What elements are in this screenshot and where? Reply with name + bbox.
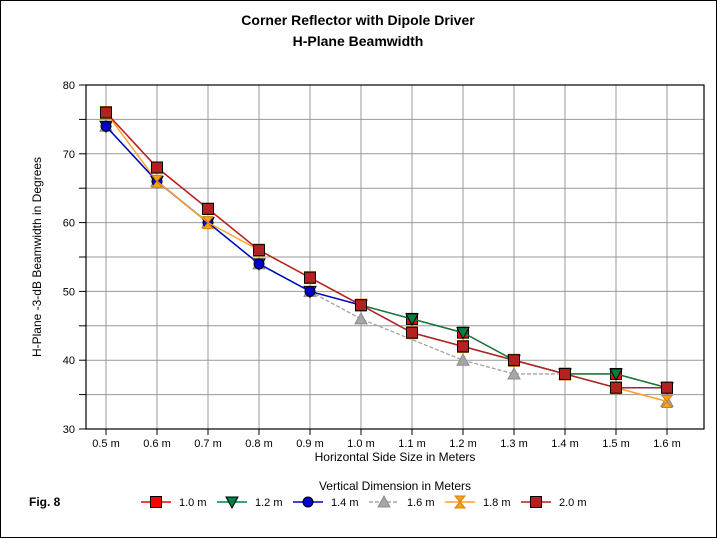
legend-label: 2.0 m [559, 497, 587, 509]
legend-item-1.2m: 1.2 m [217, 496, 283, 510]
marker-legend-1.6m [377, 494, 391, 508]
marker-2.0m [457, 340, 469, 353]
x-tick-label: 1.0 m [347, 438, 375, 450]
marker-1.6m [507, 366, 521, 380]
y-tick-label: 60 [63, 218, 75, 230]
x-tick-label: 0.7 m [194, 438, 222, 450]
series-2.0m [100, 106, 673, 394]
marker-2.0m [253, 244, 265, 257]
marker-1.6m [354, 311, 368, 325]
x-tick-label: 0.9 m [296, 438, 324, 450]
x-tick-label: 1.1 m [398, 438, 426, 450]
legend-label: 1.8 m [483, 497, 511, 509]
gridlines [86, 85, 704, 429]
marker-legend-1.0m [150, 496, 162, 508]
figure-number-label: Fig. 8 [29, 495, 61, 509]
y-tick-label: 40 [63, 355, 75, 367]
marker-1.2m [609, 368, 623, 382]
legend-item-1.8m: 1.8 m [445, 495, 511, 509]
legend-item-1.4m: 1.4 m [293, 496, 359, 509]
axis-ticks: 30 40 50 60 70 80 0.5 m 0.6 m 0.7 m 0.8 m 0.9 m 1.0… [63, 80, 681, 450]
x-tick-label: 1.4 m [551, 438, 579, 450]
data-series [99, 106, 674, 408]
marker-2.0m [355, 299, 367, 312]
marker-2.0m [406, 326, 418, 339]
marker-2.0m [661, 381, 673, 394]
legend-label: 1.0 m [179, 497, 207, 509]
series-1.6m [99, 119, 674, 407]
legend-item-2.0m: 2.0 m [521, 496, 587, 509]
x-tick-label: 0.8 m [245, 438, 273, 450]
x-tick-label: 1.3 m [500, 438, 528, 450]
y-tick-label: 80 [63, 80, 75, 92]
legend-label: 1.4 m [331, 497, 359, 509]
y-tick-label: 30 [63, 424, 75, 436]
marker-2.0m [304, 271, 316, 284]
chart-title-line2: H-Plane Beamwidth [293, 33, 424, 49]
marker-2.0m [610, 381, 622, 394]
x-tick-label: 1.6 m [653, 438, 681, 450]
marker-1.8m [150, 174, 164, 188]
x-axis-title: Horizontal Side Size in Meters [315, 450, 476, 464]
x-tick-label: 0.6 m [143, 438, 171, 450]
marker-2.0m [151, 161, 163, 174]
series-line [105, 112, 667, 389]
marker-1.4m [304, 285, 316, 297]
legend-item-1.0m: 1.0 m [141, 496, 207, 509]
x-tick-label: 1.5 m [602, 438, 630, 450]
legend-title: Vertical Dimension in Meters [319, 479, 471, 493]
y-axis-title: H-Plane -3-dB Beamwidth in Degrees [30, 157, 44, 357]
legend-item-1.6m: 1.6 m [369, 494, 435, 509]
x-tick-label: 0.5 m [92, 438, 120, 450]
marker-1.8m [660, 394, 674, 408]
plot-border [85, 84, 705, 430]
y-tick-label: 50 [63, 286, 75, 298]
y-tick-label: 70 [63, 149, 75, 161]
marker-legend-1.2m [225, 496, 239, 510]
marker-2.0m [559, 367, 571, 380]
series-1.0m [100, 106, 673, 394]
marker-1.6m [456, 353, 470, 366]
plot-frame [85, 84, 705, 430]
marker-legend-1.8m [453, 495, 467, 509]
marker-1.4m [253, 258, 265, 270]
marker-1.8m [201, 216, 215, 230]
marker-2.0m [202, 202, 214, 215]
legend-label: 1.6 m [407, 497, 435, 509]
marker-2.0m [100, 106, 112, 119]
legend: 1.0 m 1.2 m 1.4 m 1.6 m 1.8 m 2.0 m [141, 494, 587, 510]
marker-1.2m [456, 327, 470, 340]
marker-1.4m [100, 120, 112, 132]
marker-2.0m [508, 354, 520, 367]
legend-label: 1.2 m [255, 497, 283, 509]
marker-legend-1.4m [302, 496, 314, 508]
marker-1.2m [405, 313, 419, 326]
x-tick-label: 1.2 m [449, 438, 477, 450]
marker-legend-2.0m [530, 496, 542, 508]
chart-title-line1: Corner Reflector with Dipole Driver [241, 12, 475, 28]
